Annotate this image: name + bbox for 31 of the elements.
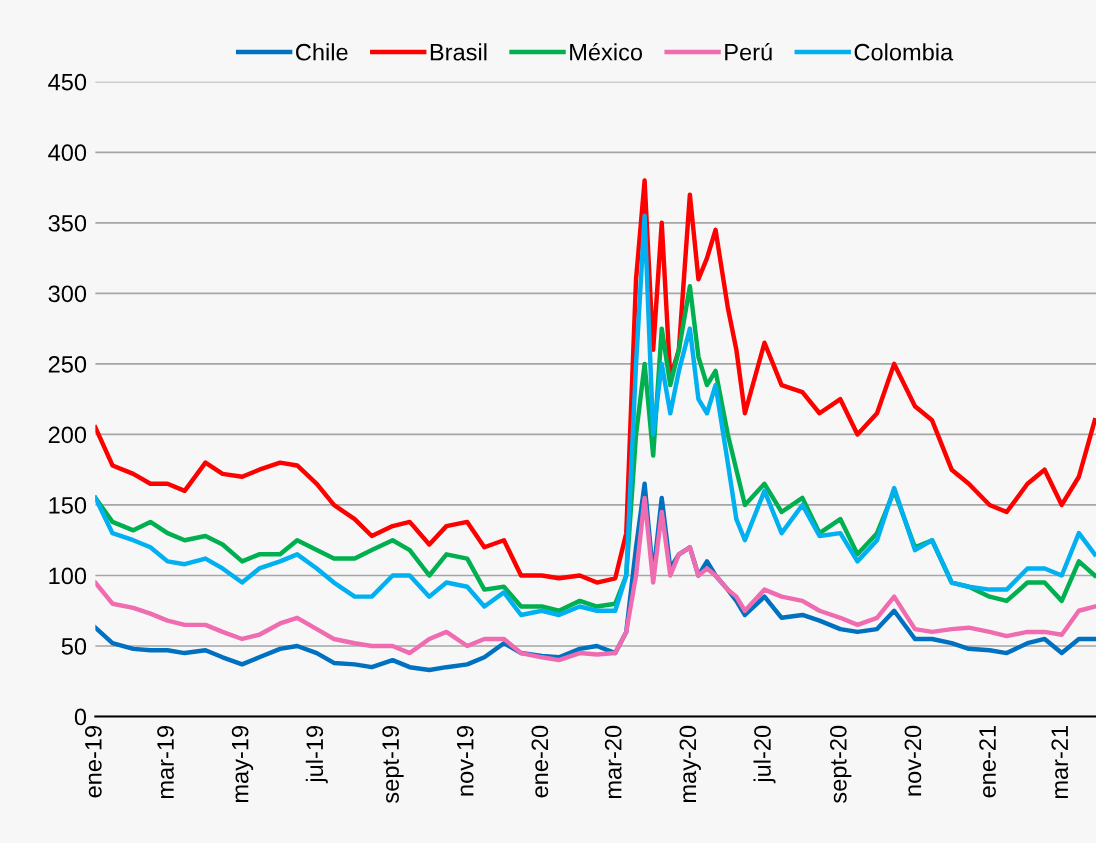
x-tick-label: sept-20 [829, 725, 852, 803]
legend-label: Colombia [854, 43, 954, 61]
x-tick-label: may-20 [679, 725, 701, 803]
line-series [95, 213, 1096, 618]
y-tick-label: 450 [48, 73, 87, 91]
x-tick-label: nov-20 [904, 725, 922, 796]
legend-label: Perú [725, 42, 772, 61]
x-tick-label: may-19 [231, 726, 254, 803]
x-tick-label: jul-19 [305, 726, 328, 784]
x-tick-label: nov-19 [456, 726, 474, 796]
y-tick-label: 150 [49, 497, 87, 514]
y-tick-label: 350 [48, 214, 87, 232]
y-tick-label: 0 [74, 708, 87, 726]
y-tick-label: 400 [48, 144, 87, 162]
x-tick-label: jul-20 [753, 725, 776, 784]
x-tick-label: mar-20 [604, 725, 622, 799]
legend-label: Brasil [430, 43, 487, 61]
y-tick-label: 50 [61, 638, 87, 655]
y-tick-label: 200 [48, 426, 87, 444]
x-tick-label: mar-21 [1051, 726, 1069, 799]
x-tick-label: sept-19 [382, 726, 404, 803]
legend-label: México [570, 42, 643, 61]
x-tick-label: ene-21 [979, 726, 996, 798]
y-tick-label: 300 [48, 285, 87, 303]
x-tick-label: mar-19 [157, 726, 174, 799]
y-tick-label: 100 [49, 567, 87, 585]
legend-label: Chile [296, 43, 348, 61]
y-tick-label: 250 [48, 355, 87, 373]
x-tick-label: ene-20 [531, 725, 549, 798]
line-series [95, 178, 1096, 585]
x-tick-label: ene-19 [84, 725, 102, 798]
